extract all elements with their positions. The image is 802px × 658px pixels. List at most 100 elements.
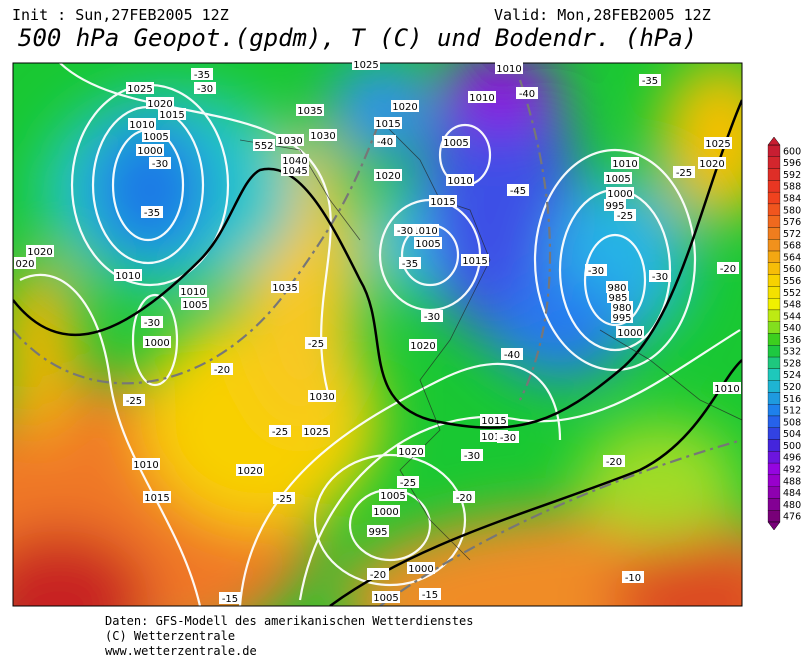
- colorbar-label: 596: [783, 158, 801, 169]
- colorbar-label: 524: [783, 370, 801, 381]
- colorbar-label: 576: [783, 217, 801, 228]
- pressure-label: 020: [15, 259, 34, 270]
- pressure-label-box: [132, 458, 160, 470]
- pressure-label: 1015: [159, 110, 184, 121]
- pressure-label: 995: [368, 527, 387, 538]
- temperature-label-box: [123, 394, 145, 406]
- colorbar-cell: [767, 345, 781, 358]
- temperature-label-box: [219, 592, 241, 604]
- colorbar-top-arrow: [767, 136, 781, 146]
- temperature-label-box: [453, 491, 475, 503]
- pressure-label-box: [372, 591, 400, 603]
- pressure-label-box: [409, 339, 437, 351]
- temperature-label-box: [269, 425, 291, 437]
- pressure-label: 1010: [714, 384, 739, 395]
- colorbar-label: 584: [783, 194, 801, 205]
- colorbar-cell: [767, 262, 781, 275]
- temperature-label: -10: [625, 573, 641, 584]
- pressure-label: 980: [607, 283, 626, 294]
- pressure-label-box: [411, 224, 439, 236]
- pressure-label-box: [296, 104, 324, 116]
- pressure-label: 1015: [462, 256, 487, 267]
- temperature-label: -30: [588, 266, 604, 277]
- colorbar-label: 496: [783, 453, 801, 464]
- colorbar-cell: [767, 180, 781, 193]
- colorbar-cell: [767, 462, 781, 476]
- colorbar-bottom-arrow: [767, 521, 781, 531]
- colorbar-label: 552: [783, 288, 801, 299]
- pressure-label: 1030: [277, 136, 302, 147]
- colorbar-cell: [767, 298, 781, 311]
- temperature-label-box: [497, 431, 519, 443]
- colorbar-label: 492: [783, 464, 801, 475]
- temperature-label: -15: [422, 590, 438, 601]
- pressure-label: 1005: [443, 138, 468, 149]
- temperature-label-box: [717, 262, 739, 274]
- pressure-label-box: [128, 118, 156, 130]
- footer-line: (C) Wetterzentrale: [105, 629, 236, 643]
- temperature-label: -25: [676, 168, 692, 179]
- pressure-label-box: [379, 489, 407, 501]
- pressure-label-box: [143, 336, 171, 348]
- pressure-label-box: [308, 390, 336, 402]
- colorbar-label: 480: [783, 500, 801, 511]
- pressure-label: 1045: [282, 166, 307, 177]
- pressure-label: 1010: [115, 271, 140, 282]
- footer-line: www.wetterzentrale.de: [105, 644, 257, 658]
- pressure-label-box: [352, 58, 380, 70]
- pressure-label: 1005: [380, 491, 405, 502]
- pressure-label-box: [372, 505, 400, 517]
- pressure-label: 1020: [398, 447, 423, 458]
- temperature-label-box: [191, 68, 213, 80]
- temperature-label: -30: [397, 226, 413, 237]
- pressure-label: 1025: [127, 84, 152, 95]
- pressure-label: 1015: [430, 197, 455, 208]
- pressure-label: 1025: [303, 427, 328, 438]
- temperature-label: -40: [377, 137, 393, 148]
- colorbar-label: 520: [783, 382, 801, 393]
- pressure-label: 1025: [353, 60, 378, 71]
- pressure-label: 1020: [410, 341, 435, 352]
- temperature-label-box: [273, 492, 295, 504]
- temperature-label-box: [305, 337, 327, 349]
- temperature-label: -25: [617, 211, 633, 222]
- temperature-label-box: [374, 135, 396, 147]
- pressure-label: 980: [612, 303, 631, 314]
- colorbar-label: 504: [783, 429, 801, 440]
- colorbar-cell: [767, 274, 781, 287]
- temperature-label: -35: [194, 70, 210, 81]
- pressure-label: 1010: [612, 159, 637, 170]
- colorbar-cell: [767, 474, 781, 487]
- pressure-label-box: [253, 139, 275, 151]
- colorbar-cell: [767, 510, 781, 523]
- temperature-label: -40: [519, 89, 535, 100]
- pressure-label-box: [281, 154, 309, 166]
- temperature-label: -15: [222, 594, 238, 605]
- colorbar-label: 516: [783, 394, 801, 405]
- pressure-label: 1005: [143, 132, 168, 143]
- valid-time: Valid: Mon,28FEB2005 12Z: [494, 6, 711, 24]
- pressure-label-box: [606, 281, 628, 293]
- colorbar-cell: [767, 380, 781, 393]
- colorbar-label: 508: [783, 417, 801, 428]
- footer-line: Daten: GFS-Modell des amerikanischen Wet…: [105, 614, 474, 628]
- pressure-label: 1000: [617, 328, 642, 339]
- pressure-label-box: [495, 62, 523, 74]
- pressure-label-box: [236, 464, 264, 476]
- temperature-label-box: [516, 87, 538, 99]
- pressure-label-box: [158, 108, 186, 120]
- pressure-label-box: [391, 100, 419, 112]
- temperature-label: -30: [464, 451, 480, 462]
- temperature-label: -25: [276, 494, 292, 505]
- colorbar-cell: [767, 356, 781, 369]
- colorbar-cell: [767, 415, 781, 428]
- pressure-label: 1000: [137, 146, 162, 157]
- temperature-label: -25: [272, 427, 288, 438]
- colorbar-label: 476: [783, 512, 801, 523]
- colorbar-cell: [767, 321, 781, 334]
- pressure-label: 1005: [415, 239, 440, 250]
- temperature-label: -30: [652, 272, 668, 283]
- pressure-label-box: [309, 129, 337, 141]
- init-time: Init : Sun,27FEB2005 12Z: [12, 6, 229, 24]
